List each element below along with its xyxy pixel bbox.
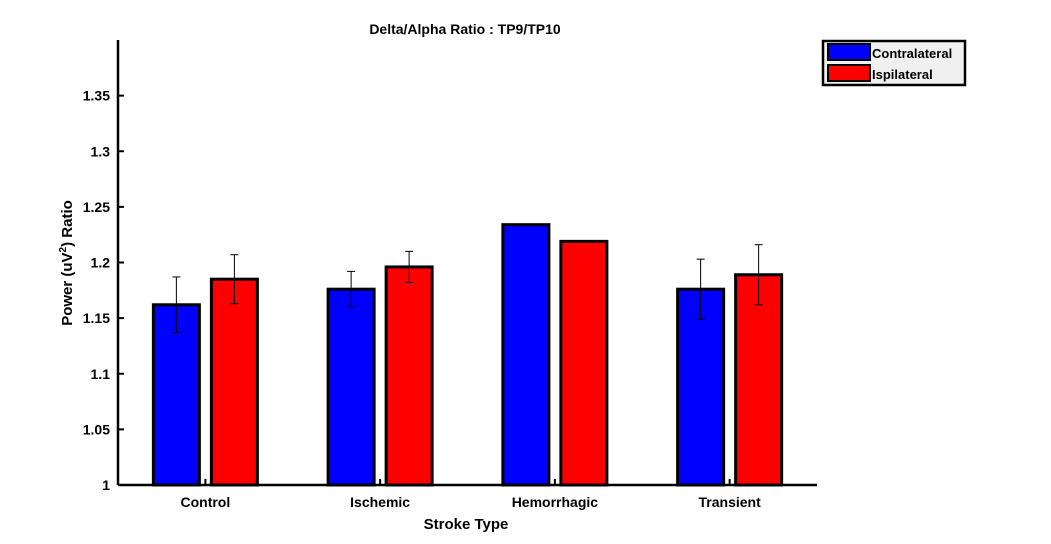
- bar-contralateral-ischemic: [326, 287, 376, 487]
- bar-contralateral-hemorrhagic: [501, 223, 551, 487]
- bar-ispilateral-ischemic: [384, 265, 434, 487]
- bar-ispilateral-transient: [734, 273, 784, 487]
- x-tick-label: Ischemic: [350, 494, 410, 510]
- y-tick-label: 1.35: [83, 88, 110, 104]
- y-ticks: 1 1.05 1.1 1.15 1.2 1.25 1.3 1.35: [83, 88, 124, 493]
- y-tick-label: 1.15: [83, 310, 110, 326]
- y-axis-label-prefix: Power (uV: [59, 252, 76, 325]
- bars-layer: [151, 223, 784, 487]
- bar-ispilateral-control: [209, 277, 259, 487]
- legend-swatch-contralateral: [827, 43, 871, 61]
- chart-title: Delta/Alpha Ratio : TP9/TP10: [369, 21, 561, 37]
- legend-swatch-ispilateral: [827, 64, 871, 82]
- y-tick-label: 1.3: [91, 143, 111, 159]
- y-axis-label: Power (uV2) Ratio: [58, 200, 76, 326]
- legend-label-ispilateral: Ispilateral: [872, 67, 933, 82]
- x-axis-label: Stroke Type: [424, 516, 509, 533]
- y-tick-label: 1: [102, 477, 110, 493]
- y-tick-label: 1.25: [83, 199, 110, 215]
- legend: Contralateral Ispilateral: [821, 39, 967, 87]
- x-tick-label: Control: [180, 494, 230, 510]
- y-axis-label-suffix: ) Ratio: [59, 200, 76, 247]
- y-axis-label-sup: 2: [58, 246, 69, 252]
- y-tick-label: 1.2: [91, 255, 111, 271]
- x-tick-label: Hemorrhagic: [512, 494, 599, 510]
- y-tick-label: 1.05: [83, 421, 110, 437]
- y-tick-label: 1.1: [91, 366, 111, 382]
- x-ticks: Control Ischemic Hemorrhagic Transient: [180, 479, 761, 510]
- bar-ispilateral-hemorrhagic: [559, 239, 609, 487]
- x-tick-label: Transient: [699, 494, 762, 510]
- error-bars-layer: [172, 244, 763, 334]
- legend-label-contralateral: Contralateral: [872, 46, 952, 61]
